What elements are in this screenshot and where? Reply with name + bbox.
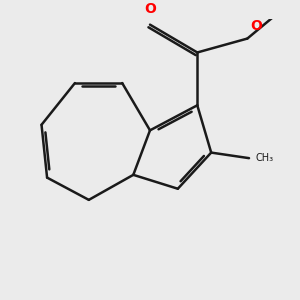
Text: CH₃: CH₃ [256, 153, 274, 163]
Text: O: O [250, 19, 262, 33]
Text: O: O [144, 2, 156, 16]
